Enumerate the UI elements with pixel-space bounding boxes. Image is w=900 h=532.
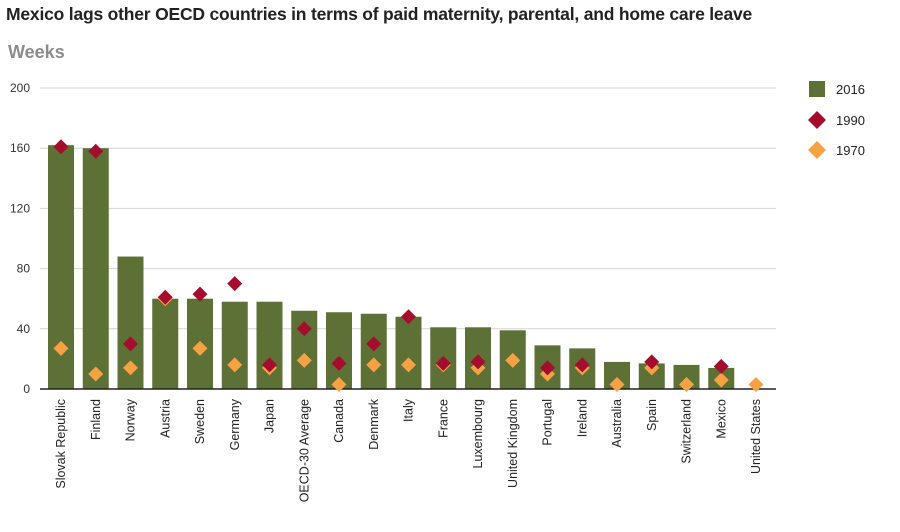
x-label-denmark: Denmark — [367, 398, 381, 449]
bar-2016-germany — [221, 301, 248, 389]
y-axis-unit-label: Weeks — [8, 42, 65, 62]
x-label-germany: Germany — [228, 398, 242, 450]
x-label-italy: Italy — [402, 398, 416, 422]
marker-1990-finland — [88, 143, 104, 159]
x-label-luxembourg: Luxembourg — [471, 399, 485, 469]
marker-1970-slovak-republic — [53, 340, 69, 356]
marker-1990-germany — [227, 276, 243, 292]
markers-1990 — [53, 139, 729, 376]
marker-1990-spain — [644, 354, 660, 370]
bar-2016-italy — [395, 316, 422, 389]
marker-1990-luxembourg — [470, 354, 486, 370]
x-label-oecd-30-average: OECD-30 Average — [297, 399, 311, 502]
marker-1970-germany — [227, 357, 243, 373]
marker-1970-oecd-30-average — [296, 352, 312, 368]
x-label-portugal: Portugal — [541, 399, 555, 446]
x-label-norway: Norway — [124, 398, 138, 441]
legend-swatch-1990 — [808, 111, 826, 129]
marker-1990-norway — [123, 336, 138, 352]
marker-1970-united-kingdom — [505, 352, 521, 368]
x-label-finland: Finland — [89, 399, 103, 440]
x-label-united-kingdom: United Kingdom — [506, 399, 520, 488]
marker-1990-austria — [157, 289, 173, 305]
x-label-canada: Canada — [332, 399, 346, 443]
y-axis-ticks: 0 40 80 120 160 200 — [10, 81, 30, 396]
chart-title: Mexico lags other OECD countries in term… — [6, 4, 753, 24]
marker-1970-mexico — [713, 372, 729, 388]
x-label-ireland: Ireland — [575, 399, 589, 437]
x-label-switzerland: Switzerland — [680, 399, 694, 464]
bar-2016-denmark — [360, 313, 387, 389]
marker-1990-oecd-30-average — [296, 321, 312, 337]
marker-1990-japan — [262, 357, 277, 373]
y-tick-0: 0 — [23, 382, 30, 396]
x-label-spain: Spain — [645, 399, 659, 431]
marker-1970-denmark — [366, 357, 382, 373]
marker-1970-australia — [609, 376, 625, 392]
legend-label-2016: 2016 — [836, 82, 865, 97]
legend-label-1970: 1970 — [836, 143, 865, 158]
x-label-united-states: United States — [749, 399, 763, 474]
x-label-sweden: Sweden — [193, 399, 207, 444]
legend-swatch-1970 — [808, 141, 826, 159]
marker-1990-canada — [331, 355, 347, 371]
bar-2016-austria — [152, 298, 179, 389]
x-label-france: France — [436, 399, 450, 438]
marker-1970-finland — [88, 366, 104, 382]
bars-2016 — [48, 145, 735, 389]
x-label-austria: Austria — [158, 399, 172, 438]
marker-1990-ireland — [574, 357, 590, 373]
marker-1970-united-states — [748, 376, 764, 392]
marker-1990-italy — [401, 309, 416, 325]
y-tick-40: 40 — [17, 322, 31, 336]
gridlines — [40, 87, 776, 330]
legend: 2016 1990 1970 — [808, 81, 865, 159]
x-label-slovak-republic: Slovak Republic — [54, 399, 68, 489]
y-tick-120: 120 — [10, 201, 30, 215]
legend-label-1990: 1990 — [836, 113, 865, 128]
y-tick-200: 200 — [10, 81, 30, 95]
bar-2016-canada — [326, 312, 352, 389]
x-label-mexico: Mexico — [714, 399, 728, 439]
marker-1970-italy — [401, 357, 416, 373]
y-tick-160: 160 — [10, 141, 30, 155]
bar-2016-japan — [256, 301, 283, 389]
marker-1970-switzerland — [679, 376, 694, 392]
x-label-japan: Japan — [263, 399, 277, 433]
marker-1990-portugal — [540, 360, 555, 376]
marker-1990-slovak-republic — [53, 139, 69, 155]
marker-1970-canada — [331, 376, 347, 392]
x-label-australia: Australia — [610, 399, 624, 448]
bar-2016-finland — [82, 148, 109, 389]
marker-1990-mexico — [713, 358, 729, 374]
marker-1990-denmark — [366, 336, 382, 352]
legend-swatch-2016 — [809, 81, 825, 97]
marker-1970-norway — [123, 360, 138, 376]
category-labels: Slovak Republic Finland Norway Austria Swede… — [54, 398, 763, 502]
y-tick-80: 80 — [17, 262, 31, 276]
marker-1990-sweden — [192, 286, 208, 302]
marker-1970-sweden — [192, 340, 208, 356]
marker-1990-france — [435, 355, 451, 371]
